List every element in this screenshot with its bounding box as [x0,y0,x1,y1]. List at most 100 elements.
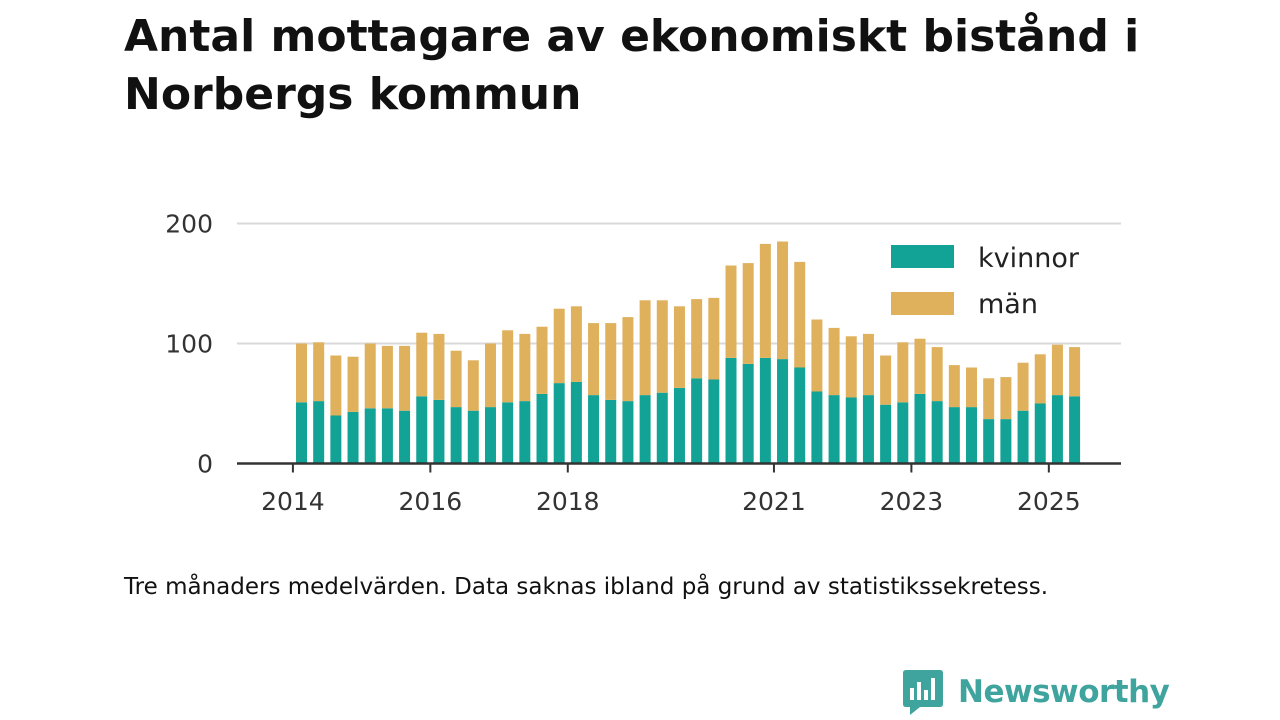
bar-man-34 [880,355,892,405]
bar-kvinnor-22 [673,387,685,464]
bar-man-9 [450,350,462,408]
bar-man-45 [1069,347,1081,397]
stacked-bar-chart: 0 100 200 2014 2016 2018 2021 2023 2025 kvinnor… [165,210,1121,516]
bar-man-0 [296,343,307,403]
bar-man-28 [777,241,789,360]
bar-man-40 [983,378,995,420]
legend-label-kvinnor: kvinnor [978,243,1080,274]
x-tick-label-2014: 2014 [261,487,325,516]
x-tick-label-2021: 2021 [742,487,806,516]
bar-kvinnor-33 [862,395,874,464]
bar-man-24 [708,297,720,380]
legend-label-man: män [978,289,1038,320]
brand-name: Newsworthy [958,674,1170,710]
bar-man-43 [1034,354,1046,404]
bar-kvinnor-36 [914,393,926,464]
bar-kvinnor-5 [381,408,393,464]
bar-kvinnor-23 [691,378,703,464]
bar-kvinnor-14 [536,393,548,464]
bar-man-16 [570,306,582,382]
bar-kvinnor-44 [1051,395,1063,464]
bar-man-39 [966,367,978,408]
bar-kvinnor-16 [570,381,582,464]
chart-title: Antal mottagare av ekonomiskt bistånd i … [124,11,1140,120]
bar-man-30 [811,319,823,392]
bar-man-17 [588,323,600,396]
bar-kvinnor-0 [296,402,307,464]
bar-kvinnor-30 [811,391,823,464]
bar-man-26 [742,263,754,364]
bar-man-33 [862,333,874,396]
bar-man-35 [897,342,909,403]
bar-man-25 [725,265,737,358]
bar-kvinnor-21 [656,392,668,464]
bar-man-21 [656,300,668,393]
bar-man-23 [691,299,703,379]
bar-kvinnor-24 [708,379,720,464]
y-tick-label-0: 0 [197,450,213,479]
bar-kvinnor-29 [794,367,806,464]
y-tick-label-200: 200 [165,210,213,239]
bar-kvinnor-35 [897,402,909,464]
bar-kvinnor-32 [845,397,857,464]
bar-kvinnor-28 [777,359,789,464]
bar-man-3 [347,356,359,412]
chart-caption: Tre månaders medelvärden. Data saknas ib… [124,574,1049,600]
bar-man-36 [914,338,926,394]
bar-kvinnor-15 [553,383,565,464]
legend: kvinnor män [891,243,1080,320]
bar-man-18 [605,323,617,400]
bar-kvinnor-26 [742,363,754,464]
bar-man-6 [399,345,411,411]
bar-kvinnor-41 [1000,419,1012,464]
x-axis-ticks: 2014 2016 2018 2021 2023 2025 [261,463,1081,516]
bar-kvinnor-20 [639,395,651,464]
bar-kvinnor-9 [450,407,462,464]
bar-man-10 [467,360,479,411]
bar-kvinnor-34 [880,404,892,464]
bar-kvinnor-19 [622,401,634,464]
bar-kvinnor-37 [931,401,943,464]
bar-kvinnor-11 [484,407,496,464]
bar-man-4 [364,343,376,409]
bar-man-13 [519,333,531,402]
bar-kvinnor-17 [588,395,600,464]
bar-kvinnor-10 [467,410,479,464]
bar-man-44 [1051,344,1063,396]
bars [296,241,1081,464]
bar-man-11 [484,343,496,408]
bar-kvinnor-42 [1017,410,1029,464]
legend-swatch-man [891,292,954,315]
bar-man-37 [931,347,943,402]
bar-man-14 [536,326,548,394]
bar-kvinnor-25 [725,357,737,464]
bar-kvinnor-27 [759,357,771,464]
bar-kvinnor-40 [983,419,995,464]
bar-kvinnor-38 [948,407,960,464]
bar-man-29 [794,261,806,368]
bar-kvinnor-6 [399,410,411,464]
bar-kvinnor-3 [347,411,359,464]
y-tick-label-100: 100 [165,330,213,359]
newsworthy-logo-icon [903,670,943,715]
bar-kvinnor-1 [313,401,325,464]
bar-man-20 [639,300,651,396]
bar-man-27 [759,243,771,358]
legend-swatch-kvinnor [891,245,954,268]
bar-man-31 [828,327,840,396]
bar-man-19 [622,317,634,402]
bar-man-41 [1000,377,1012,420]
bar-man-1 [313,342,325,402]
bar-kvinnor-31 [828,395,840,464]
bar-man-12 [502,330,514,403]
bar-man-7 [416,332,428,397]
bar-man-22 [673,306,685,388]
bar-kvinnor-13 [519,401,531,464]
bar-kvinnor-39 [966,407,978,464]
x-tick-label-2023: 2023 [880,487,944,516]
bar-kvinnor-43 [1034,403,1046,464]
bar-kvinnor-2 [330,415,342,464]
bar-kvinnor-18 [605,399,617,464]
bar-man-32 [845,336,857,398]
bar-man-42 [1017,362,1029,411]
